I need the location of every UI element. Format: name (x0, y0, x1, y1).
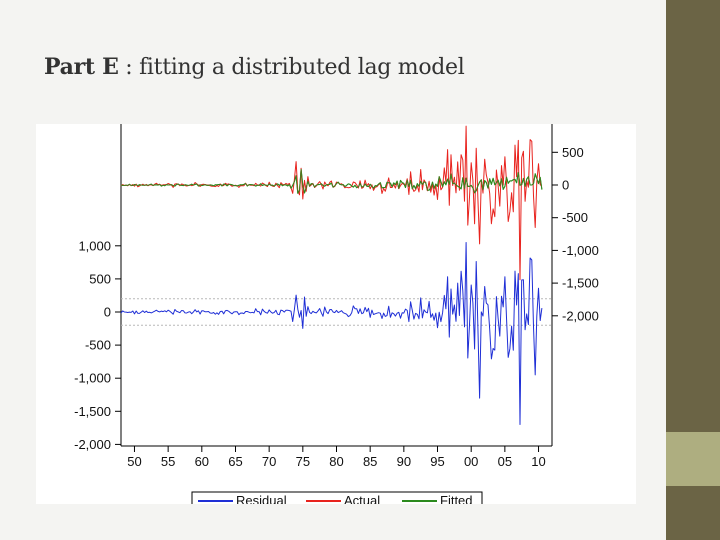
left-tick-label-1: 500 (89, 271, 111, 286)
x-tick-label-8: 90 (397, 454, 411, 469)
right-tick-label-1: 0 (562, 178, 569, 193)
x-tick-label-9: 95 (430, 454, 444, 469)
right-axis-ticks: 500 0 -500 -1,000 -1,500 -2,000 (552, 145, 599, 323)
x-tick-label-0: 50 (127, 454, 141, 469)
x-tick-label-1: 55 (161, 454, 175, 469)
title-bold: Part E (44, 54, 119, 80)
right-tick-label-5: -2,000 (562, 308, 599, 323)
left-tick-label-3: -500 (85, 338, 111, 353)
legend: Residual Actual Fitted (191, 491, 483, 513)
title-rest: : fitting a distributed lag model (118, 55, 465, 80)
x-tick-label-11: 05 (498, 454, 512, 469)
slide-title: Part E : fitting a distributed lag model (44, 54, 465, 80)
left-tick-label-4: -1,000 (74, 371, 111, 386)
left-tick-label-2: 0 (104, 305, 111, 320)
x-tick-label-3: 65 (228, 454, 242, 469)
series-line-fitted-overlay (120, 168, 543, 194)
x-tick-label-10: 00 (464, 454, 478, 469)
x-axis-ticks: 50 55 60 65 70 75 80 85 90 95 00 05 10 (127, 446, 546, 469)
x-tick-label-2: 60 (195, 454, 209, 469)
x-tick-label-6: 80 (329, 454, 343, 469)
left-tick-label-6: -2,000 (74, 437, 111, 452)
x-tick-label-12: 10 (531, 454, 545, 469)
residual-band (121, 298, 552, 326)
right-tick-label-4: -1,500 (562, 276, 599, 291)
right-tick-label-0: 500 (562, 145, 584, 160)
legend-label-actual: Actual (344, 493, 380, 504)
right-tick-label-3: -1,000 (562, 243, 599, 258)
legend-label-residual: Residual (236, 493, 287, 504)
left-tick-label-5: -1,500 (74, 404, 111, 419)
slide: Part E : fitting a distributed lag model… (36, 54, 636, 513)
legend-label-fitted: Fitted (440, 493, 473, 504)
x-tick-label-7: 85 (363, 454, 377, 469)
right-tick-label-2: -500 (562, 210, 588, 225)
x-tick-label-4: 70 (262, 454, 276, 469)
chart-container: 1,000 500 0 -500 -1,000 -1,500 -2,000 500 0 -500… (36, 124, 636, 513)
left-tick-label-0: 1,000 (78, 238, 111, 253)
series-line-actual (120, 125, 543, 281)
sidebar-accent-block (666, 432, 720, 486)
x-tick-label-5: 75 (296, 454, 310, 469)
left-axis-ticks: 1,000 500 0 -500 -1,000 -1,500 -2,000 (74, 238, 121, 452)
sidebar-accent-line (666, 486, 720, 490)
series-line-residual (120, 242, 543, 425)
